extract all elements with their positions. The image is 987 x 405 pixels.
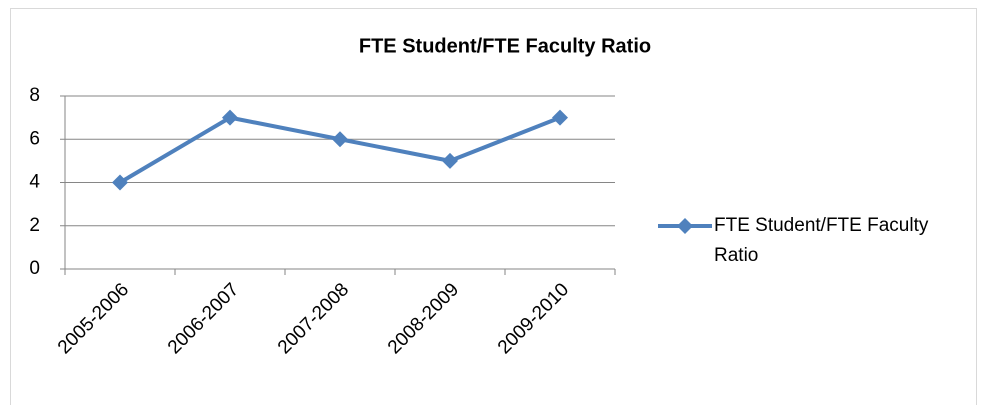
data-marker <box>222 109 238 126</box>
data-marker <box>442 152 458 169</box>
y-tick-label: 0 <box>29 258 40 279</box>
legend-label: FTE Student/FTE Faculty Ratio <box>714 215 929 266</box>
legend-marker <box>677 218 693 234</box>
y-tick-label: 4 <box>29 172 40 193</box>
y-tick-label: 6 <box>29 128 40 149</box>
data-marker <box>112 174 128 191</box>
data-marker <box>552 109 568 126</box>
chart-title: FTE Student/FTE Faculty Ratio <box>359 35 651 57</box>
y-tick-label: 2 <box>29 215 40 236</box>
y-tick-label: 8 <box>29 85 40 106</box>
data-marker <box>332 131 348 148</box>
chart-border <box>10 8 977 405</box>
